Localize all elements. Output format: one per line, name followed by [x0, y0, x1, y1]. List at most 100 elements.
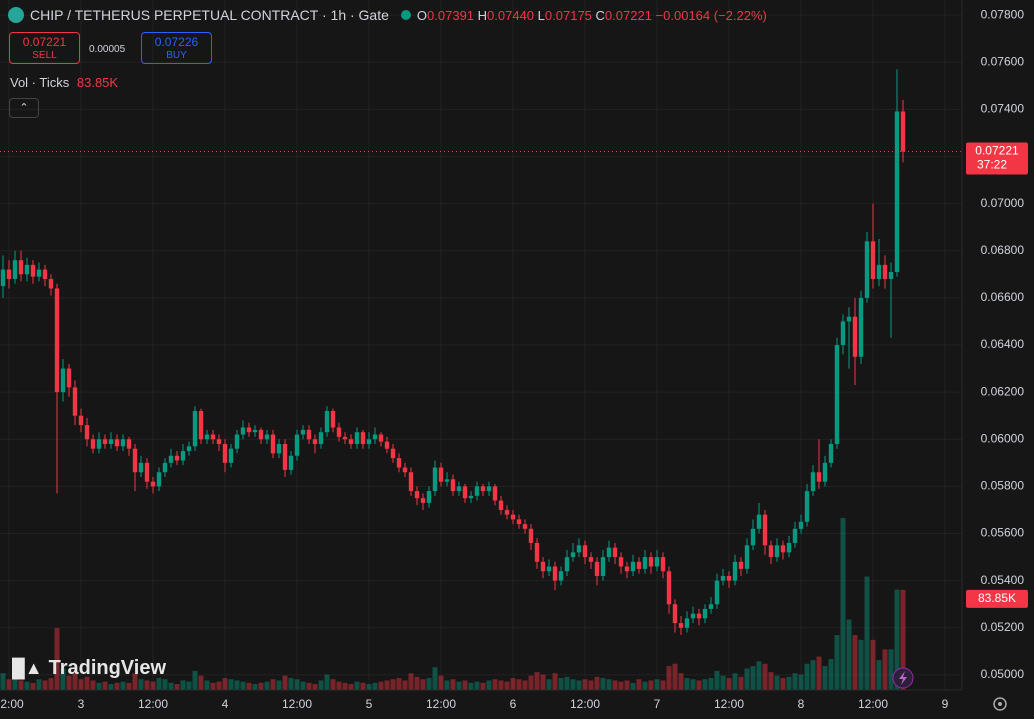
volume-bar — [132, 673, 138, 690]
candle-body — [762, 514, 768, 546]
volume-bar — [102, 681, 108, 690]
candle-body — [786, 542, 792, 553]
buy-button[interactable]: 0.07226 BUY — [141, 32, 212, 64]
volume-bar — [576, 680, 582, 690]
candle-body — [66, 368, 72, 388]
x-tick-label: 12:00 — [858, 697, 888, 711]
candle-body — [606, 547, 612, 558]
candle-body — [504, 509, 510, 515]
candle-body — [144, 462, 150, 482]
volume-bar — [84, 676, 90, 690]
volume-bar — [300, 681, 306, 690]
candle-body — [672, 604, 678, 624]
candle-body — [798, 521, 804, 529]
volume-bar — [870, 639, 876, 690]
volume-bar — [780, 678, 786, 690]
candle-body — [870, 241, 876, 280]
candle-body — [822, 462, 828, 482]
volume-bar — [378, 681, 384, 690]
volume-bar — [414, 676, 420, 690]
volume-bar — [606, 679, 612, 690]
candle-body — [120, 439, 126, 447]
volume-bar — [318, 680, 324, 690]
volume-bar — [90, 680, 96, 690]
candle-body — [162, 462, 168, 473]
candle-body — [150, 481, 156, 487]
candle-body — [600, 557, 606, 576]
volume-bar — [438, 675, 444, 690]
candle-body — [780, 545, 786, 553]
volume-bar — [816, 656, 822, 690]
y-tick-label: 0.05200 — [981, 620, 1025, 634]
candle-body — [732, 561, 738, 581]
volume-bar — [66, 675, 72, 690]
last-price-box — [966, 142, 1028, 175]
candle-body — [90, 439, 96, 449]
volume-bar — [894, 589, 900, 690]
volume-bar — [408, 673, 414, 690]
candle-body — [462, 486, 468, 499]
candle-body — [60, 368, 66, 393]
candle-body — [336, 427, 342, 437]
candle-body — [552, 566, 558, 581]
volume-price-box — [966, 589, 1028, 608]
candles — [0, 69, 906, 635]
settings-icon[interactable] — [993, 697, 1007, 711]
candle-body — [438, 467, 444, 482]
volume-bar — [138, 679, 144, 690]
volume-price-label: 83.85K — [978, 591, 1016, 605]
volume-bar — [18, 680, 24, 690]
ohlc-label: O — [416, 7, 428, 23]
candle-body — [696, 613, 702, 619]
x-tick-label: 7 — [654, 697, 661, 711]
candle-body — [306, 429, 312, 440]
candle-body — [168, 455, 174, 463]
volume-bar — [264, 681, 270, 690]
candle-body — [810, 472, 816, 492]
candle-body — [558, 571, 564, 581]
volume-bar — [72, 672, 78, 690]
volume-bar — [48, 678, 54, 690]
volume-bar — [750, 666, 756, 690]
candle-body — [498, 500, 504, 510]
candle-body — [204, 434, 210, 440]
volume-bar — [654, 679, 660, 690]
volume-bar — [846, 619, 852, 690]
volume-bar — [12, 675, 18, 690]
candle-body — [564, 557, 570, 572]
sell-button[interactable]: 0.07221 SELL — [9, 32, 80, 64]
collapse-button[interactable]: ⌃ — [9, 98, 39, 118]
volume-bar — [6, 679, 12, 690]
candle-body — [642, 557, 648, 569]
volume-bar — [732, 673, 738, 690]
candle-body — [126, 439, 132, 449]
candle-body — [402, 467, 408, 473]
ohlc-value: 0.07175 — [544, 7, 592, 23]
volume-bar — [162, 679, 168, 690]
x-tick-label: 5 — [366, 697, 373, 711]
candle-body — [366, 439, 372, 444]
volume-bar — [786, 676, 792, 690]
volume-bar — [720, 675, 726, 690]
candle-body — [396, 458, 402, 468]
volume-bar — [798, 674, 804, 690]
candle-body — [804, 491, 810, 522]
candle-body — [654, 557, 660, 567]
candle-body — [792, 528, 798, 543]
candle-body — [300, 429, 306, 435]
volume-bar — [312, 684, 318, 690]
volume-bar — [552, 673, 558, 690]
y-tick-label: 0.07800 — [981, 7, 1025, 21]
settings-dot — [998, 702, 1002, 706]
volume-bar — [594, 676, 600, 690]
volume-bar — [636, 679, 642, 690]
candle-body — [30, 264, 36, 277]
volume-bar — [822, 666, 828, 690]
volume-bar — [270, 679, 276, 690]
symbol-title[interactable]: CHIP / TETHERUS PERPETUAL CONTRACT · 1h … — [30, 7, 389, 23]
candle-body — [540, 561, 546, 572]
header: CHIP / TETHERUS PERPETUAL CONTRACT · 1h … — [8, 7, 767, 23]
volume-bar — [366, 684, 372, 690]
